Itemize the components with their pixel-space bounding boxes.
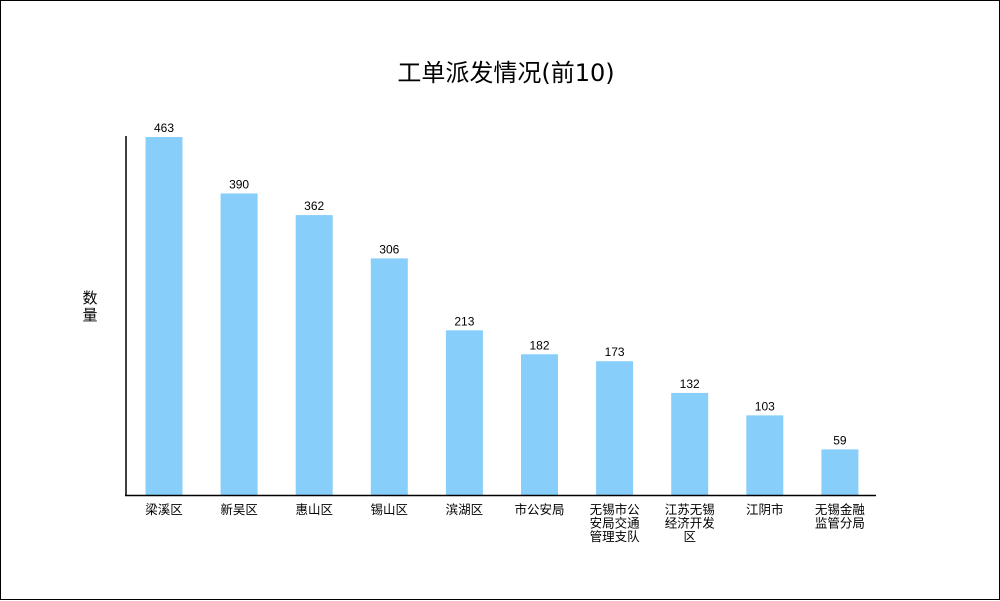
- x-tick-label-8: 江苏无锡经济开发区: [665, 502, 716, 544]
- x-tick-label-4: 锡山区: [371, 502, 409, 517]
- bar-3: [295, 215, 333, 495]
- x-tick-labels-layer: 梁溪区 新吴区 惠山区 锡山区 滨湖区 市公安局 无锡市公安局交通管理支队江苏无锡经济开发区…: [145, 502, 865, 544]
- bar-2: [220, 193, 258, 495]
- value-label-6: 182: [529, 338, 549, 352]
- value-label-1: 463: [154, 121, 174, 135]
- bars-layer: [145, 137, 859, 495]
- bar-8: [671, 392, 709, 495]
- value-labels-layer: 463 390 362 306 213 182 173 132 103 59: [154, 121, 847, 447]
- bar-1: [145, 137, 183, 495]
- value-label-7: 173: [605, 345, 625, 359]
- bar-10: [821, 449, 859, 495]
- x-tick-label-7: 无锡市公安局交通管理支队: [590, 502, 641, 544]
- bar-5: [445, 330, 483, 495]
- value-label-9: 103: [755, 399, 775, 413]
- y-axis-label: 数量: [82, 289, 97, 324]
- bar-9: [746, 415, 784, 495]
- chart-title: 工单派发情况(前10): [397, 59, 614, 87]
- bar-6: [521, 354, 558, 495]
- value-label-5: 213: [454, 314, 474, 328]
- value-label-10: 59: [833, 433, 847, 447]
- x-tick-label-5: 滨湖区: [446, 502, 484, 517]
- x-tick-label-6: 市公安局: [514, 502, 564, 517]
- bar-7: [596, 361, 634, 495]
- x-tick-label-2: 新吴区: [220, 502, 258, 517]
- x-tick-label-9: 江阴市: [746, 502, 784, 517]
- x-tick-label-1: 梁溪区: [145, 502, 183, 517]
- value-label-3: 362: [304, 199, 324, 213]
- value-label-8: 132: [680, 377, 700, 391]
- x-tick-label-10: 无锡金融监管分局: [815, 502, 866, 531]
- value-label-4: 306: [379, 242, 399, 256]
- x-tick-label-3: 惠山区: [295, 502, 333, 517]
- value-label-2: 390: [229, 177, 249, 191]
- bar-4: [370, 258, 408, 495]
